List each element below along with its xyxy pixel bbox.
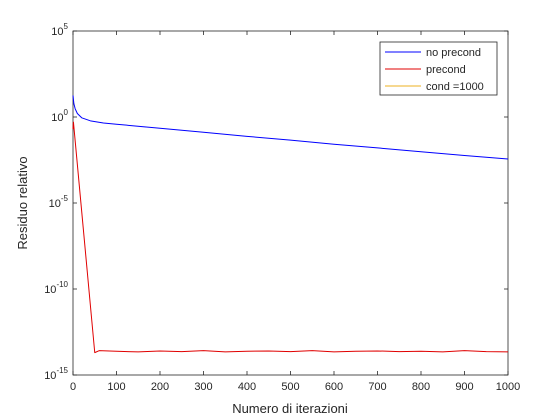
y-tick-labels: 105 100 10-5 10-10 10-15: [44, 22, 68, 382]
y-tick-label: 10-15: [44, 366, 68, 382]
y-tick-label: 10-5: [49, 194, 69, 210]
x-tick-label: 1000: [496, 381, 520, 393]
y-tick-label: 105: [51, 22, 68, 38]
x-tick-labels: 0 100 200 300 400 500 600 700 800 900 1000: [70, 381, 520, 393]
x-axis-title: Numero di iterazioni: [232, 401, 348, 416]
x-tick-label: 100: [107, 381, 125, 393]
x-tick-label: 600: [325, 381, 343, 393]
legend-label-precond: precond: [426, 64, 466, 76]
x-tick-label: 900: [455, 381, 473, 393]
y-tick-label: 100: [51, 108, 68, 124]
legend-label-cond-1000: cond =1000: [426, 81, 484, 93]
x-tick-label: 0: [70, 381, 76, 393]
x-tick-label: 400: [238, 381, 256, 393]
x-tick-label: 300: [194, 381, 212, 393]
x-tick-label: 700: [368, 381, 386, 393]
x-tick-label: 200: [151, 381, 169, 393]
y-tick-label: 10-10: [44, 280, 68, 296]
legend-label-no-precond: no precond: [426, 47, 481, 59]
legend: no precond precond cond =1000: [380, 42, 497, 95]
x-tick-label: 500: [281, 381, 299, 393]
y-axis-title: Residuo relativo: [15, 156, 30, 249]
x-tick-label: 800: [412, 381, 430, 393]
